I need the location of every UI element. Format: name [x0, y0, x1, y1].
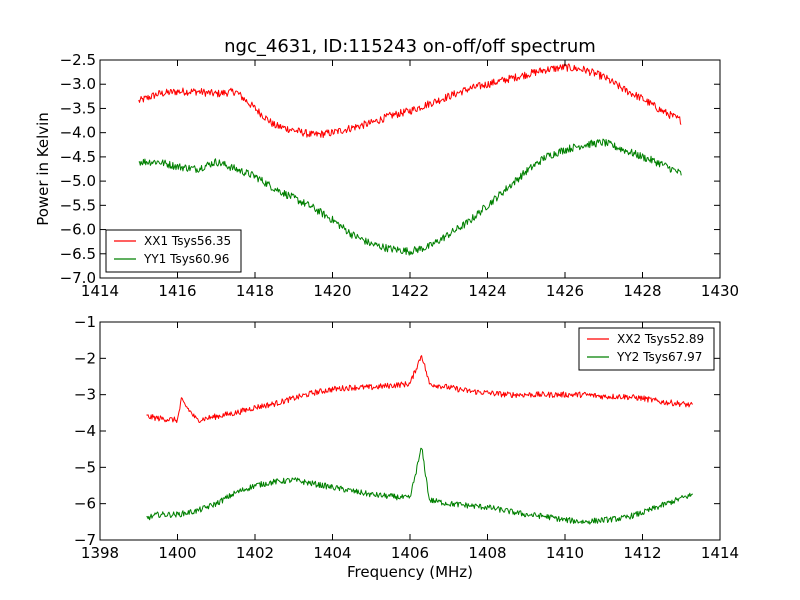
- top-plot-x-tick-label: 1418: [236, 282, 274, 300]
- top-plot: ngc_4631, ID:115243 on-off/off spectrum …: [34, 36, 739, 300]
- bottom-plot: Frequency (MHz) 1398 1400 1402 1404 1406 1408…: [74, 313, 739, 581]
- top-plot-series-line-1: [138, 63, 682, 139]
- top-plot-y-tick-label: −5.0: [60, 172, 96, 190]
- top-plot-y-tick-label: −7.0: [60, 269, 96, 287]
- bottom-plot-x-tick-label: 1402: [236, 544, 274, 562]
- bottom-plot-y-tick-label: −7: [74, 531, 96, 549]
- bottom-plot-x-tick-label: 1400: [158, 544, 196, 562]
- bottom-plot-x-tick-label: 1398: [81, 544, 119, 562]
- bottom-plot-legend-label: XX2 Tsys52.89: [617, 332, 704, 346]
- top-plot-x-tick-label: 1420: [313, 282, 351, 300]
- top-plot-x-tick-label: 1424: [468, 282, 506, 300]
- bottom-plot-x-tick-label: 1408: [468, 544, 506, 562]
- bottom-plot-x-tick-label: 1414: [701, 544, 739, 562]
- bottom-plot-legend-label: YY2 Tsys67.97: [616, 350, 702, 364]
- bottom-plot-ticks: 1398 1400 1402 1404 1406 1408 1410 1412 1414 −7 −6…: [74, 313, 739, 562]
- bottom-plot-legend: XX2 Tsys52.89 YY2 Tsys67.97: [578, 327, 715, 371]
- top-plot-y-tick-label: −3.5: [60, 99, 96, 117]
- top-plot-legend: XX1 Tsys56.35 YY1 Tsys60.96: [105, 229, 242, 273]
- bottom-plot-y-tick-label: −2: [74, 349, 96, 367]
- top-plot-series-line-2: [138, 138, 682, 256]
- top-plot-y-tick-label: −4.5: [60, 148, 96, 166]
- top-plot-ticks: 1414 1416 1418 1420 1422 1424 1426 1428 1430 −7.0…: [60, 51, 740, 300]
- top-plot-y-tick-label: −4.0: [60, 124, 96, 142]
- bottom-plot-x-tick-label: 1404: [313, 544, 351, 562]
- bottom-plot-series-lines: [146, 355, 694, 525]
- top-plot-y-tick-label: −6.5: [60, 245, 96, 263]
- bottom-plot-x-tick-label: 1412: [623, 544, 661, 562]
- bottom-plot-x-axis-label: Frequency (MHz): [347, 563, 473, 581]
- top-plot-legend-label: XX1 Tsys56.35: [144, 234, 231, 248]
- top-plot-y-tick-label: −6.0: [60, 221, 96, 239]
- top-plot-y-tick-label: −3.0: [60, 75, 96, 93]
- top-plot-x-tick-label: 1416: [158, 282, 196, 300]
- top-plot-y-tick-label: −2.5: [60, 51, 96, 69]
- bottom-plot-y-tick-label: −5: [74, 458, 96, 476]
- top-plot-y-axis-label: Power in Kelvin: [34, 112, 52, 226]
- top-plot-x-tick-label: 1430: [701, 282, 739, 300]
- bottom-plot-legend-box: [578, 327, 715, 371]
- top-plot-x-tick-label: 1414: [81, 282, 119, 300]
- top-plot-legend-label: YY1 Tsys60.96: [143, 252, 229, 266]
- top-plot-series-lines: [138, 63, 682, 256]
- bottom-plot-x-tick-label: 1406: [391, 544, 429, 562]
- bottom-plot-y-tick-label: −4: [74, 422, 96, 440]
- top-plot-x-tick-label: 1428: [623, 282, 661, 300]
- bottom-plot-y-tick-label: −1: [74, 313, 96, 331]
- top-plot-x-tick-label: 1422: [391, 282, 429, 300]
- top-plot-title: ngc_4631, ID:115243 on-off/off spectrum: [224, 36, 596, 57]
- bottom-plot-series-line-1: [146, 355, 693, 424]
- bottom-plot-y-tick-label: −3: [74, 386, 96, 404]
- top-plot-y-tick-label: −5.5: [60, 196, 96, 214]
- top-plot-x-tick-label: 1426: [546, 282, 584, 300]
- bottom-plot-x-tick-label: 1410: [546, 544, 584, 562]
- bottom-plot-series-line-2: [146, 447, 694, 525]
- top-plot-legend-box: [105, 229, 242, 273]
- bottom-plot-y-tick-label: −6: [74, 495, 96, 513]
